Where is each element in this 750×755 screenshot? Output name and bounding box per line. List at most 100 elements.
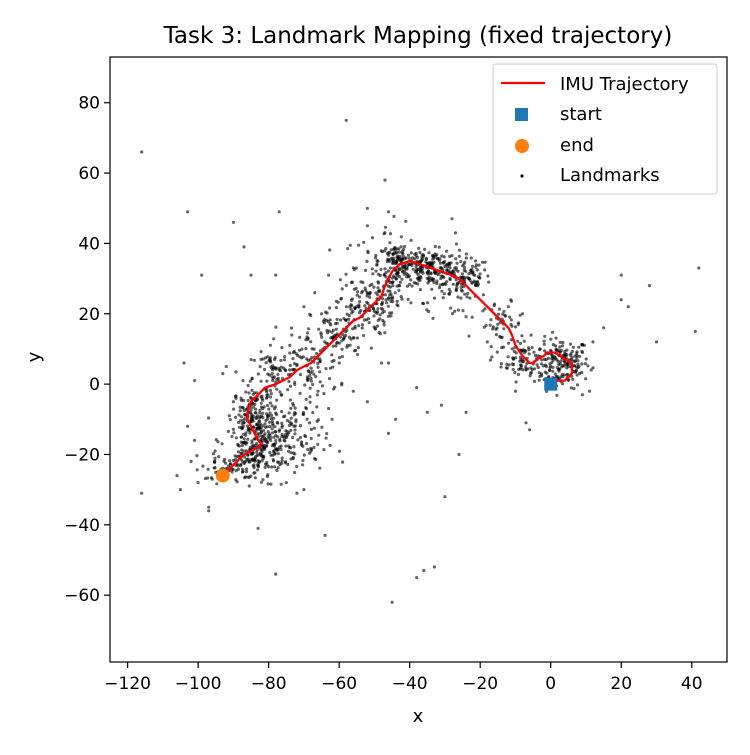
- landmark-point: [524, 368, 528, 372]
- landmark-point: [521, 348, 525, 352]
- landmark-point: [379, 361, 384, 365]
- landmark-point: [270, 427, 274, 431]
- landmark-point: [395, 247, 399, 251]
- landmark-point: [383, 178, 387, 182]
- landmark-point: [331, 328, 335, 332]
- landmark-point: [348, 243, 352, 247]
- landmark-point: [247, 460, 251, 464]
- landmark-point: [495, 326, 499, 330]
- landmark-point: [326, 331, 330, 335]
- landmark-point: [329, 336, 333, 340]
- landmark-point: [430, 287, 434, 291]
- landmark-point: [274, 412, 279, 417]
- landmark-point: [398, 280, 402, 284]
- landmark-point: [396, 274, 400, 278]
- landmark-point: [290, 368, 294, 372]
- landmark-point: [533, 353, 538, 358]
- landmark-point: [575, 356, 579, 360]
- x-axis-label: x: [413, 706, 424, 727]
- landmark-point: [215, 482, 219, 486]
- landmark-point: [239, 435, 243, 439]
- landmark-point: [295, 362, 299, 366]
- landmark-point: [561, 340, 565, 345]
- landmark-point: [298, 424, 303, 428]
- landmark-point: [269, 482, 273, 486]
- landmark-point: [559, 359, 563, 363]
- landmark-point: [292, 349, 296, 354]
- landmark-point: [380, 311, 385, 315]
- landmark-point: [293, 432, 297, 436]
- landmark-point: [442, 275, 446, 280]
- landmark-point: [392, 214, 396, 218]
- landmark-point: [454, 242, 458, 246]
- landmark-point: [543, 349, 547, 353]
- landmark-point: [467, 272, 471, 276]
- landmark-point: [244, 390, 248, 394]
- landmark-point: [374, 291, 378, 295]
- landmark-point: [570, 355, 574, 359]
- landmark-point: [317, 433, 321, 437]
- landmark-point: [358, 311, 362, 315]
- landmark-point: [309, 379, 313, 383]
- landmark-point: [290, 333, 294, 337]
- landmark-point: [456, 308, 460, 312]
- landmark-point: [563, 349, 567, 354]
- landmark-point: [254, 407, 258, 411]
- landmark-point: [580, 362, 584, 366]
- landmark-point: [482, 325, 486, 329]
- landmark-point: [278, 428, 282, 432]
- landmark-point: [584, 357, 588, 361]
- landmark-point: [329, 323, 333, 327]
- landmark-point: [324, 367, 328, 371]
- landmark-point: [367, 321, 371, 325]
- landmark-point: [334, 344, 338, 348]
- landmark-point: [365, 224, 369, 228]
- landmark-point: [263, 465, 267, 469]
- landmark-point: [349, 298, 354, 302]
- landmark-point: [322, 448, 326, 452]
- landmark-point: [195, 454, 199, 458]
- landmark-point: [372, 314, 376, 318]
- landmark-point: [273, 357, 277, 362]
- landmark-point: [234, 415, 238, 419]
- landmark-point: [442, 255, 446, 259]
- landmark-point: [475, 268, 479, 272]
- landmark-point: [310, 356, 314, 360]
- landmark-point: [327, 406, 331, 411]
- landmark-point: [251, 451, 255, 455]
- landmark-point: [465, 275, 469, 279]
- landmark-point: [550, 360, 554, 364]
- landmark-point: [375, 310, 380, 314]
- landmark-point: [255, 414, 260, 418]
- landmark-point: [315, 351, 319, 356]
- landmark-point: [328, 248, 332, 252]
- landmark-point: [407, 274, 411, 278]
- landmark-point: [481, 293, 485, 297]
- landmark-point: [189, 459, 193, 464]
- landmark-point: [340, 383, 344, 387]
- landmark-point: [240, 443, 244, 448]
- landmark-point: [268, 395, 273, 399]
- landmark-point: [320, 425, 324, 429]
- landmark-point: [360, 326, 364, 330]
- landmark-point: [306, 447, 310, 452]
- landmark-point: [339, 296, 343, 301]
- landmark-point: [470, 280, 474, 284]
- landmark-point: [409, 278, 413, 282]
- landmark-point: [265, 474, 269, 479]
- landmark-point: [228, 462, 232, 466]
- landmark-point: [340, 347, 344, 351]
- landmark-point: [270, 404, 274, 408]
- landmark-point: [549, 337, 553, 341]
- landmark-point: [460, 272, 464, 276]
- landmark-point: [211, 452, 215, 456]
- landmark-point: [647, 284, 652, 288]
- landmark-point: [424, 257, 429, 261]
- landmark-point: [251, 392, 255, 396]
- landmark-point: [307, 327, 311, 331]
- landmark-point: [516, 372, 521, 377]
- landmark-point: [269, 413, 274, 418]
- landmark-point: [406, 297, 410, 301]
- landmark-point: [238, 425, 242, 429]
- landmark-point: [301, 463, 305, 467]
